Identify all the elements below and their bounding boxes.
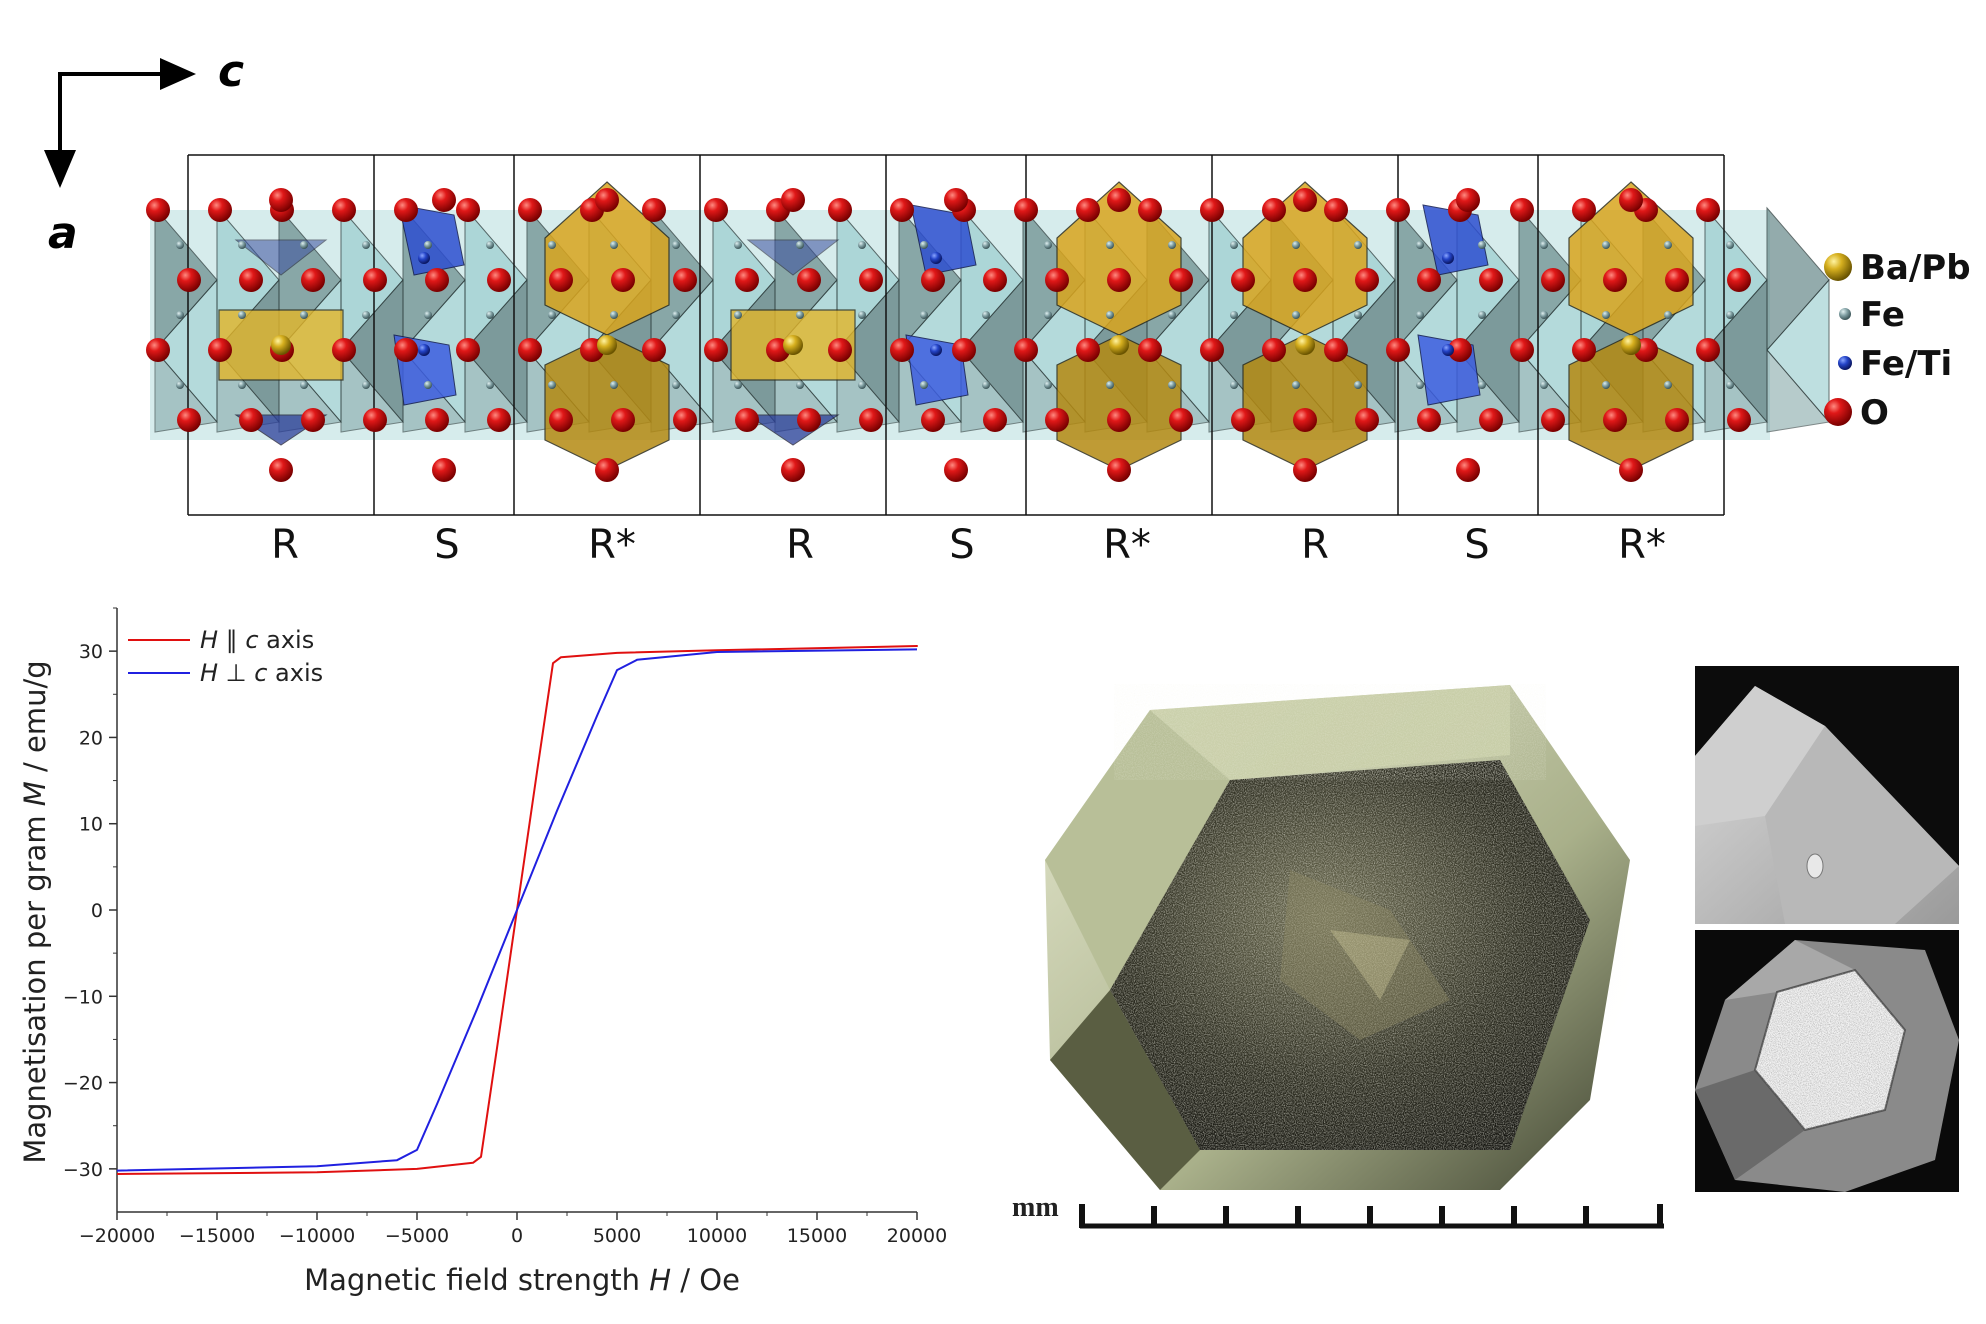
axis-arrows: c a: [44, 46, 244, 259]
legend-fe-ti: Fe/Ti: [1860, 344, 1952, 384]
fe-ti-legend-sphere: [1838, 356, 1852, 370]
axis-c-label: c: [218, 46, 244, 97]
x-axis-label: Magnetic field strength H / Oe: [304, 1263, 740, 1297]
fe-legend-sphere: [1839, 308, 1851, 320]
block-label-2: S: [434, 522, 459, 568]
block-label-7: R: [1301, 522, 1329, 568]
series-line-parallel: [116, 645, 918, 1175]
atoms-layer: [146, 188, 1751, 482]
block-label-9: R*: [1618, 522, 1666, 568]
x-tick-label: 20000: [887, 1225, 947, 1247]
scalebar: [1079, 1204, 1664, 1229]
legend-fe: Fe: [1860, 295, 1905, 335]
ba-pb-legend-sphere: [1824, 253, 1852, 281]
block-label-4: R: [786, 522, 814, 568]
block-label-5: S: [949, 522, 974, 568]
atom-legend: Ba/Pb Fe Fe/Ti O: [1824, 248, 1971, 433]
plot-axes: [109, 607, 918, 1220]
block-frames: [187, 154, 1725, 516]
block-labels: R S R* R S R* R S R*: [271, 522, 1666, 568]
plot-legend: H ∥ c axis H ⊥ c axis: [128, 626, 323, 687]
x-tick-label: −5000: [385, 1225, 449, 1247]
series-line-perpendicular: [116, 648, 918, 1172]
magnetisation-plot: −20000 −15000 −10000 −5000 0 5000 10000 15000 20…: [18, 607, 947, 1297]
x-tick-label: 0: [511, 1225, 523, 1247]
x-tick-label: 15000: [787, 1225, 847, 1247]
block-label-8: S: [1464, 522, 1489, 568]
sem-image-top: [1695, 666, 1959, 924]
y-tick-label: 30: [79, 641, 103, 663]
y-tick-label: −30: [63, 1159, 103, 1181]
block-label-6: R*: [1103, 522, 1151, 568]
crystal-photo: [1030, 680, 1650, 1200]
x-tick-label: −15000: [179, 1225, 255, 1247]
x-tick-label: −20000: [79, 1225, 155, 1247]
scalebar-unit-label: mm: [1012, 1192, 1059, 1223]
y-tick-label: −10: [63, 986, 103, 1008]
y-tick-label: −20: [63, 1073, 103, 1095]
legend-perpendicular: H ⊥ c axis: [200, 659, 323, 687]
o-legend-sphere: [1824, 398, 1852, 426]
x-tick-label: 10000: [687, 1225, 747, 1247]
block-label-1: R: [271, 522, 299, 568]
sem-image-bottom: [1695, 930, 1959, 1192]
legend-ba-pb: Ba/Pb: [1860, 248, 1971, 288]
y-tick-label: 20: [79, 727, 103, 749]
block-label-3: R*: [588, 522, 636, 568]
y-tick-label: 10: [79, 814, 103, 836]
x-tick-label: 5000: [593, 1225, 641, 1247]
axis-a-label: a: [48, 208, 78, 259]
plot-series: [116, 645, 918, 1175]
plot-tick-labels: −20000 −15000 −10000 −5000 0 5000 10000 15000 20…: [63, 641, 947, 1247]
crystal-structure-figure: c a R S R* R S R* R S R* Ba/Pb Fe Fe/Ti …: [44, 46, 1971, 568]
y-tick-label: 0: [91, 900, 103, 922]
x-tick-label: −10000: [279, 1225, 355, 1247]
legend-parallel: H ∥ c axis: [200, 626, 314, 654]
y-axis-label: Magnetisation per gram M / emu/g: [18, 660, 52, 1163]
legend-o: O: [1860, 393, 1889, 433]
